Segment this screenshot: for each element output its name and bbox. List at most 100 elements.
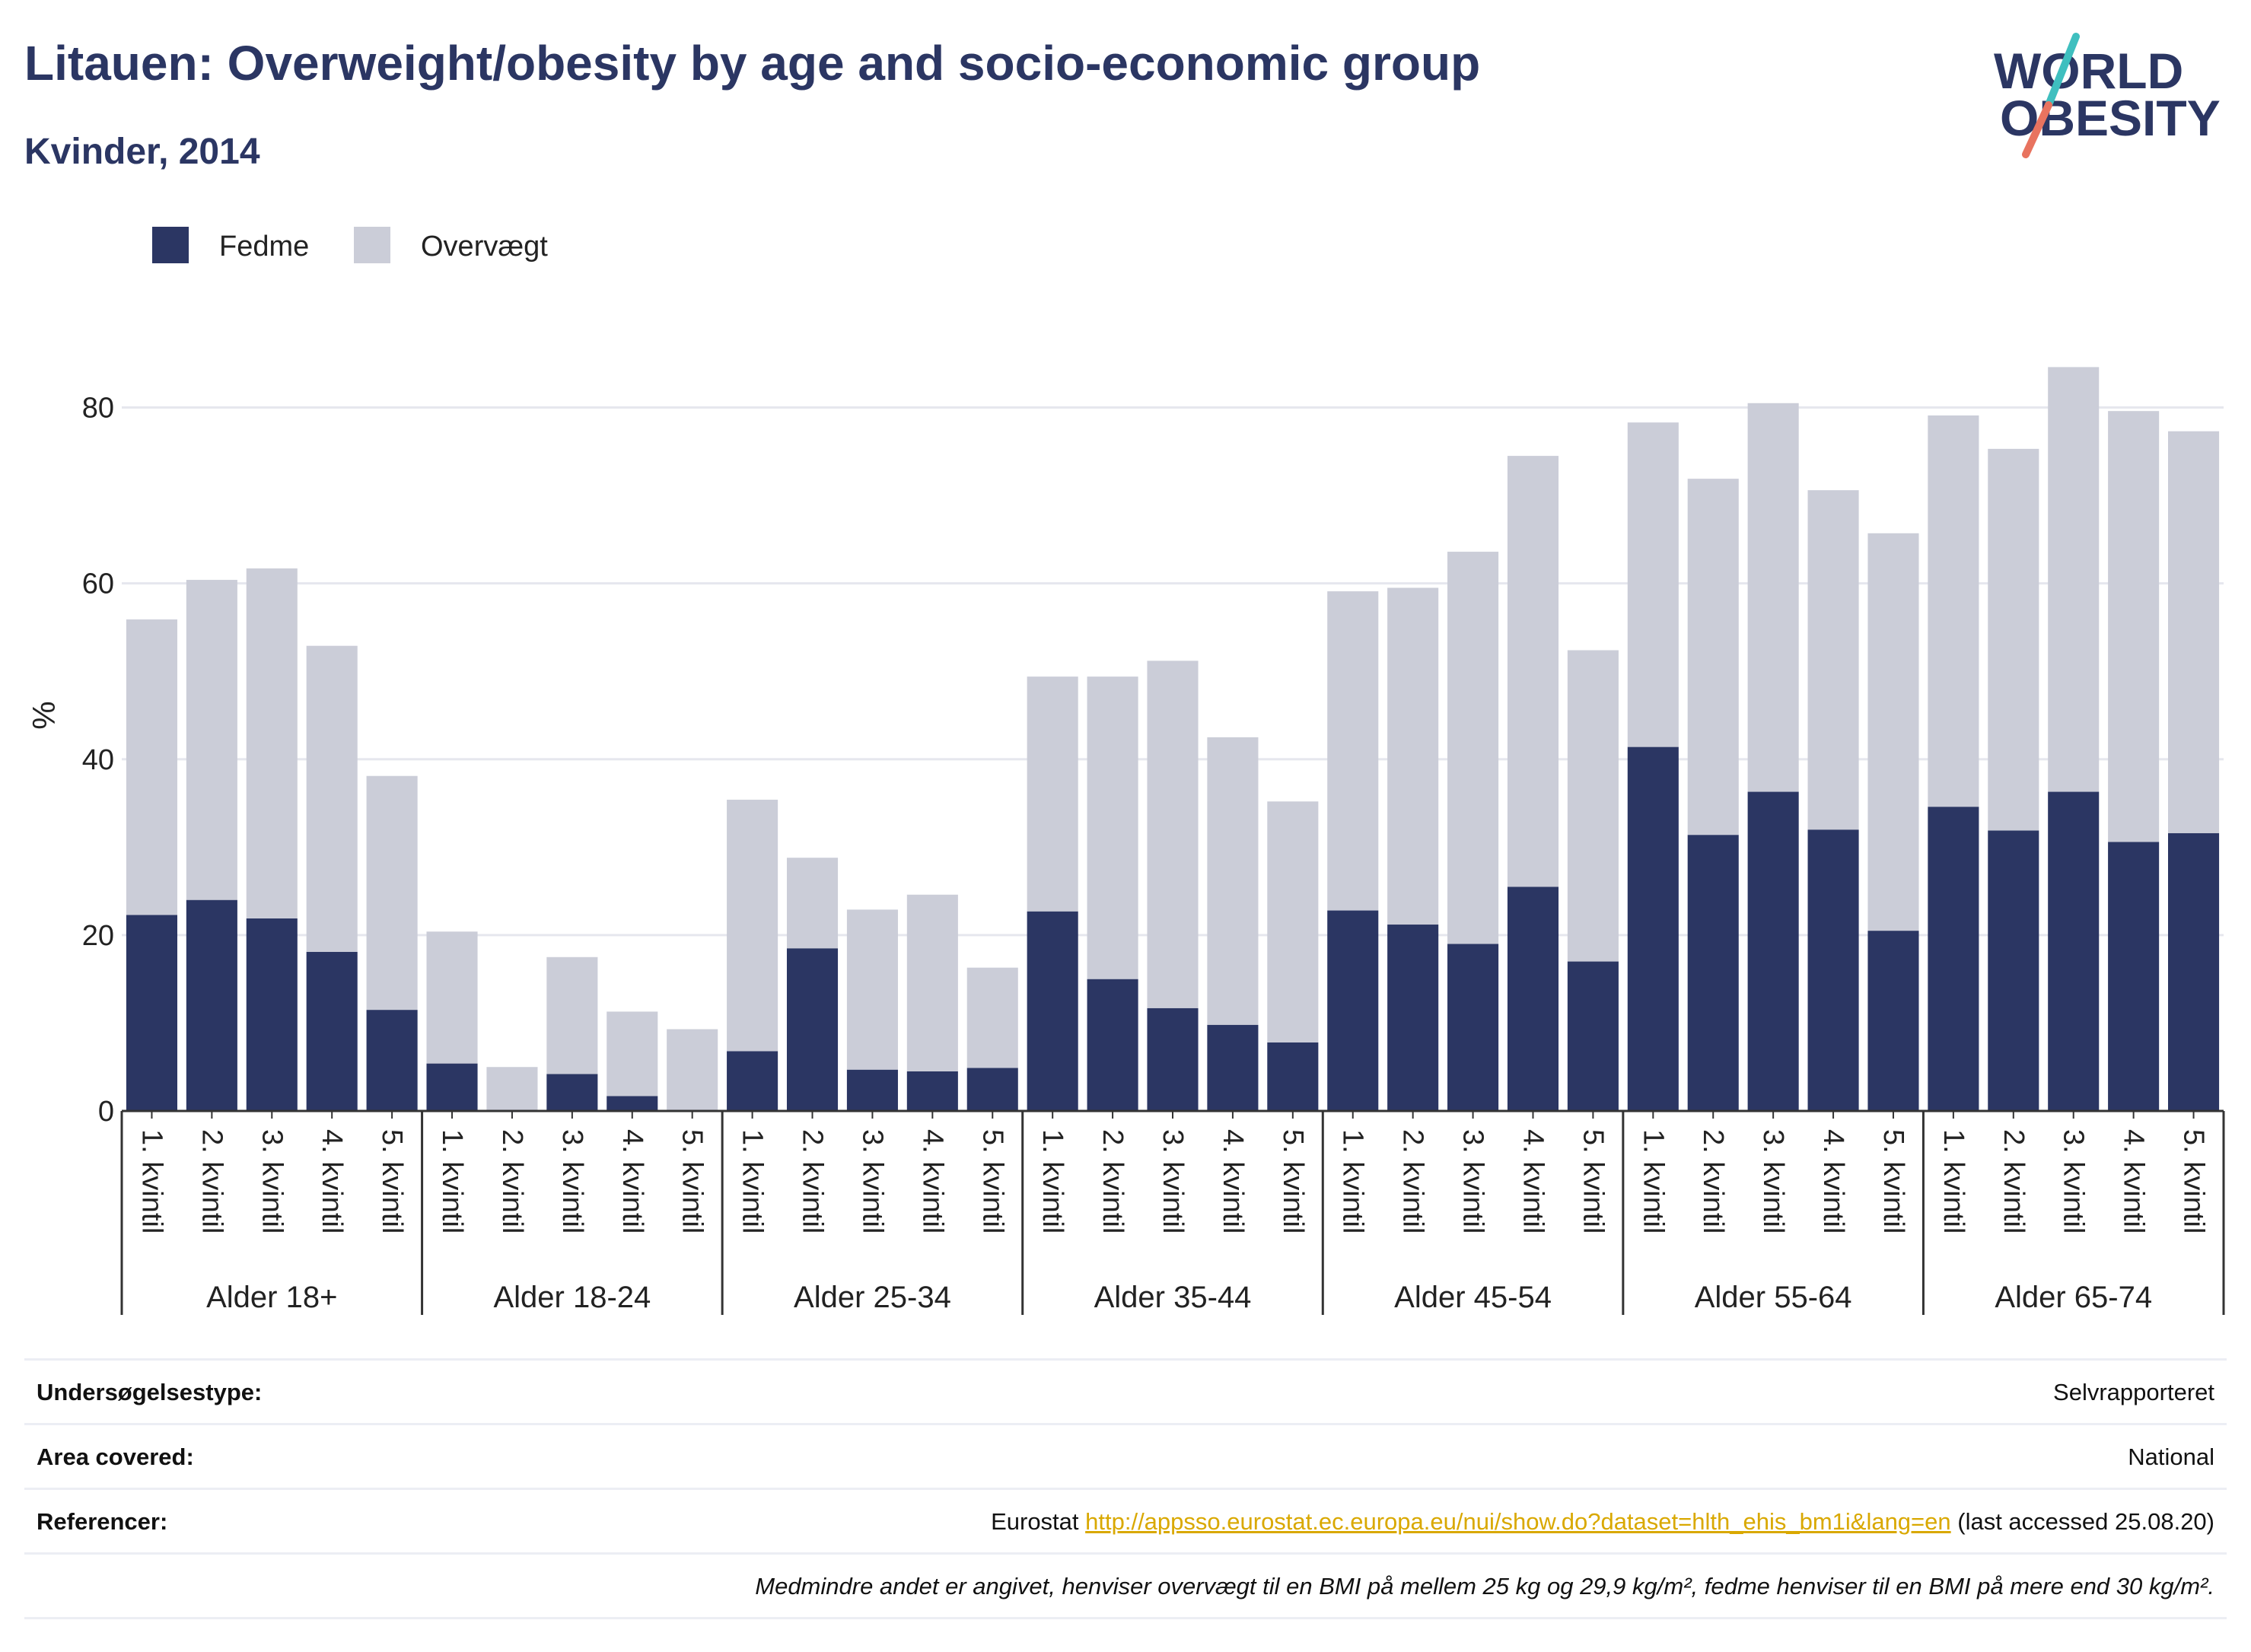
x-tick-label-g5-c1: 2. kvintil — [1697, 1129, 1729, 1233]
legend-label-1: Overvægt — [421, 231, 548, 263]
info-footer: Undersøgelsestype: Selvrapporteret Area … — [24, 1358, 2227, 1619]
survey-type-value: Selvrapporteret — [2053, 1379, 2214, 1405]
x-tick-label-g3-c1: 2. kvintil — [1097, 1129, 1129, 1233]
world-obesity-logo: WORLD OBESITY — [1979, 21, 2230, 166]
bar-overvaegt-g3-c4 — [1267, 801, 1319, 1042]
bar-fedme-g2-c3 — [906, 1071, 958, 1111]
x-group-label-6: Alder 65-74 — [1995, 1281, 2152, 1314]
bar-fedme-g6-c0 — [1928, 807, 1979, 1111]
y-tick-label-0: 0 — [98, 1096, 114, 1128]
x-tick-label-g6-c1: 2. kvintil — [1998, 1129, 2030, 1233]
bar-fedme-g5-c3 — [1807, 829, 1859, 1111]
y-tick-label-80: 80 — [82, 393, 114, 425]
bar-fedme-g4-c1 — [1387, 925, 1439, 1111]
bar-overvaegt-g5-c1 — [1687, 479, 1739, 836]
x-tick-label-g4-c1: 2. kvintil — [1397, 1129, 1429, 1233]
bar-fedme-g5-c0 — [1627, 746, 1679, 1111]
bars — [126, 367, 2220, 1111]
x-tick-label-g3-c4: 5. kvintil — [1277, 1129, 1309, 1233]
page-title: Litauen: Overweight/obesity by age and s… — [24, 36, 1481, 91]
footer-row-references: Referencer: Eurostat http://appsso.euros… — [24, 1488, 2227, 1552]
x-group-label-2: Alder 25-34 — [794, 1281, 951, 1314]
x-tick-label-g3-c2: 3. kvintil — [1157, 1129, 1189, 1233]
bar-fedme-g2-c1 — [786, 948, 839, 1111]
x-tick-label-g1-c2: 3. kvintil — [556, 1129, 588, 1233]
bar-fedme-g3-c3 — [1207, 1024, 1259, 1111]
bar-fedme-g3-c4 — [1267, 1042, 1319, 1111]
logo-slash-teal — [2045, 33, 2080, 109]
footer-row-area: Area covered: National — [24, 1423, 2227, 1488]
bar-fedme-g0-c4 — [366, 1010, 418, 1111]
y-tick-label-20: 20 — [82, 920, 114, 952]
bar-fedme-g2-c4 — [966, 1068, 1018, 1111]
bar-overvaegt-g4-c3 — [1507, 456, 1559, 887]
x-tick-label-g0-c2: 3. kvintil — [256, 1129, 288, 1233]
bar-overvaegt-g5-c3 — [1807, 490, 1859, 830]
footer-row-note: Medmindre andet er angivet, henviser ove… — [24, 1552, 2227, 1619]
legend-label-0: Fedme — [219, 231, 309, 263]
x-tick-label-g5-c0: 1. kvintil — [1637, 1129, 1669, 1233]
x-tick-label-g0-c4: 5. kvintil — [376, 1129, 408, 1233]
bmi-definition-note: Medmindre andet er angivet, henviser ove… — [755, 1573, 2214, 1599]
bar-fedme-g6-c2 — [2048, 791, 2100, 1111]
references-label: Referencer: — [37, 1508, 168, 1535]
logo-slash-coral — [2022, 101, 2052, 158]
legend-swatch-0 — [152, 227, 189, 263]
bar-overvaegt-g5-c4 — [1867, 533, 1919, 931]
bar-fedme-g5-c4 — [1867, 931, 1919, 1111]
x-tick-label-g5-c4: 5. kvintil — [1877, 1129, 1909, 1233]
bar-overvaegt-g4-c4 — [1567, 650, 1619, 962]
y-axis: 0 20 40 60 80% — [26, 393, 114, 1128]
bar-overvaegt-g4-c1 — [1387, 587, 1439, 925]
bar-fedme-g2-c0 — [727, 1051, 778, 1111]
x-tick-label-g2-c1: 2. kvintil — [797, 1129, 829, 1233]
bar-fedme-g6-c1 — [1988, 830, 2039, 1111]
bar-fedme-g4-c4 — [1567, 961, 1619, 1111]
x-tick-label-g6-c3: 4. kvintil — [2118, 1129, 2150, 1233]
bar-overvaegt-g4-c0 — [1327, 591, 1379, 911]
x-axis: 1. kvintil 2. kvintil 3. kvintil 4. kvintil… — [120, 1109, 2225, 1315]
bar-overvaegt-g2-c2 — [846, 909, 898, 1070]
x-tick-label-g5-c2: 3. kvintil — [1757, 1129, 1789, 1233]
bar-overvaegt-g1-c4 — [667, 1029, 718, 1111]
bar-overvaegt-g6-c3 — [2108, 411, 2160, 842]
x-group-label-3: Alder 35-44 — [1094, 1281, 1252, 1314]
bar-fedme-g2-c2 — [846, 1069, 898, 1111]
x-tick-label-g3-c3: 4. kvintil — [1217, 1129, 1249, 1233]
x-tick-label-g6-c4: 5. kvintil — [2178, 1129, 2210, 1233]
x-tick-label-g4-c4: 5. kvintil — [1577, 1129, 1609, 1233]
bar-overvaegt-g0-c4 — [366, 775, 418, 1011]
bar-overvaegt-g0-c0 — [126, 619, 177, 915]
references-value: Eurostat http://appsso.eurostat.ec.europ… — [991, 1508, 2214, 1536]
bar-overvaegt-g6-c4 — [2168, 431, 2220, 833]
logo-text-world: WORLD — [1994, 43, 2183, 99]
bar-overvaegt-g3-c3 — [1207, 737, 1259, 1025]
bar-overvaegt-g6-c0 — [1928, 415, 1979, 807]
bar-fedme-g6-c3 — [2108, 842, 2160, 1111]
references-link[interactable]: http://appsso.eurostat.ec.europa.eu/nui/… — [1085, 1508, 1951, 1535]
legend: Fedme Overvægt — [152, 227, 548, 263]
bar-overvaegt-g2-c1 — [786, 858, 839, 949]
bar-overvaegt-g2-c3 — [906, 894, 958, 1071]
bar-overvaegt-g1-c2 — [546, 957, 598, 1074]
x-tick-label-g1-c4: 5. kvintil — [677, 1129, 708, 1233]
page-subtitle: Kvinder, 2014 — [24, 132, 260, 172]
bar-overvaegt-g0-c1 — [186, 580, 237, 900]
x-tick-label-g4-c3: 4. kvintil — [1517, 1129, 1549, 1233]
bar-overvaegt-g6-c1 — [1988, 448, 2039, 831]
bar-overvaegt-g2-c0 — [727, 799, 778, 1052]
area-covered-value: National — [2128, 1444, 2214, 1470]
bar-overvaegt-g6-c2 — [2048, 367, 2100, 792]
bar-fedme-g0-c1 — [186, 899, 237, 1111]
x-tick-label-g2-c4: 5. kvintil — [976, 1129, 1008, 1233]
bar-fedme-g6-c4 — [2168, 832, 2220, 1111]
references-prefix: Eurostat — [991, 1508, 1086, 1535]
x-group-label-4: Alder 45-54 — [1394, 1281, 1552, 1314]
bar-overvaegt-g2-c4 — [966, 967, 1018, 1068]
bar-fedme-g5-c2 — [1747, 791, 1799, 1111]
bar-fedme-g3-c2 — [1147, 1007, 1199, 1111]
x-tick-label-g0-c3: 4. kvintil — [316, 1129, 348, 1233]
bar-fedme-g3-c0 — [1027, 911, 1078, 1111]
x-tick-label-g0-c0: 1. kvintil — [135, 1129, 167, 1233]
bar-overvaegt-g1-c3 — [607, 1011, 658, 1097]
